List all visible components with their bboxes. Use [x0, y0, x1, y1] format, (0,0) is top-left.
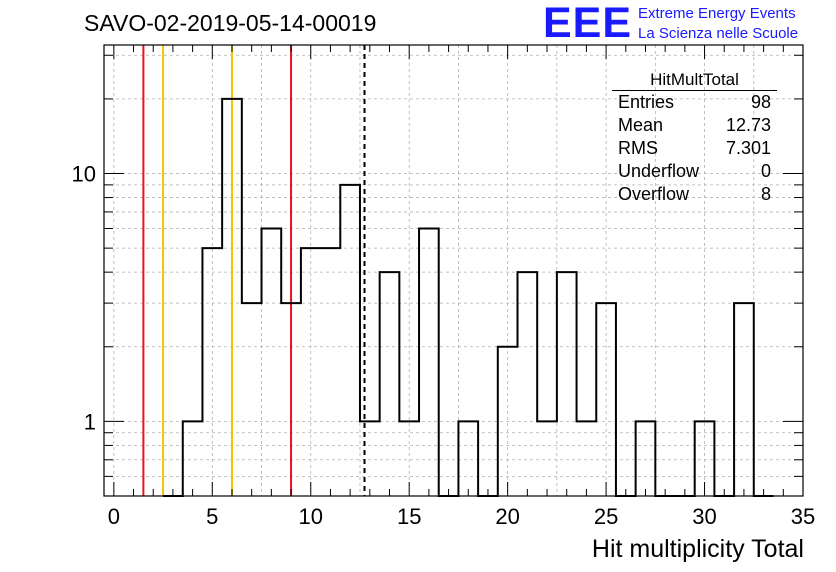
x-axis-title: Hit multiplicity Total [591, 535, 804, 563]
y-tick-label: 10 [72, 162, 96, 187]
stats-title: HitMultTotal [612, 70, 777, 91]
histogram-bar [321, 248, 341, 496]
histogram-bar [380, 272, 400, 496]
x-tick-label: 25 [594, 504, 618, 529]
histogram-bar [340, 185, 360, 496]
x-tick-label: 35 [791, 504, 815, 529]
stats-value: 0 [760, 161, 771, 181]
stats-label: Underflow [618, 161, 700, 181]
x-tick-label: 5 [206, 504, 218, 529]
stats-value: 98 [750, 92, 771, 112]
logo-line-1: Extreme Energy Events [638, 5, 796, 22]
stats-value: 8 [760, 184, 771, 204]
histogram-bar [458, 421, 478, 496]
stats-label: RMS [618, 138, 658, 158]
histogram-bar [734, 303, 754, 496]
x-tick-label: 30 [692, 504, 716, 529]
stats-value: 12.73 [725, 115, 771, 135]
x-tick-label: 10 [299, 504, 323, 529]
histogram-bar [557, 272, 577, 496]
stats-box: HitMultTotal Entries 98 Mean 12.73 RMS 7… [612, 70, 777, 206]
x-tick-label: 15 [397, 504, 421, 529]
run-title: SAVO-02-2019-05-14-00019 [84, 10, 377, 36]
plot-frame [103, 44, 804, 497]
stats-label: Mean [618, 115, 664, 135]
stats-value: 7.301 [725, 138, 771, 158]
stats-row-entries: Entries 98 [612, 91, 777, 114]
stats-label: Entries [618, 92, 675, 112]
histogram-bar [517, 272, 537, 496]
histogram-bar [262, 229, 282, 496]
logo-line-2: La Scienza nelle Scuole [638, 25, 799, 42]
stats-row-overflow: Overflow 8 [612, 183, 777, 206]
stats-row-underflow: Underflow 0 [612, 160, 777, 183]
y-tick-label: 1 [84, 409, 96, 434]
stats-row-mean: Mean 12.73 [612, 114, 777, 137]
stats-label: Overflow [618, 184, 690, 204]
eee-logo: EEE Extreme Energy Events La Scienza nel… [543, 0, 833, 47]
histogram-bar [537, 421, 557, 496]
x-tick-label: 0 [108, 504, 120, 529]
histogram-bar [183, 421, 203, 496]
x-tick-label: 20 [495, 504, 519, 529]
logo-mark: EEE [543, 0, 633, 47]
stats-row-rms: RMS 7.301 [612, 137, 777, 160]
histogram-bar [419, 229, 439, 496]
histogram-bar [242, 303, 262, 496]
